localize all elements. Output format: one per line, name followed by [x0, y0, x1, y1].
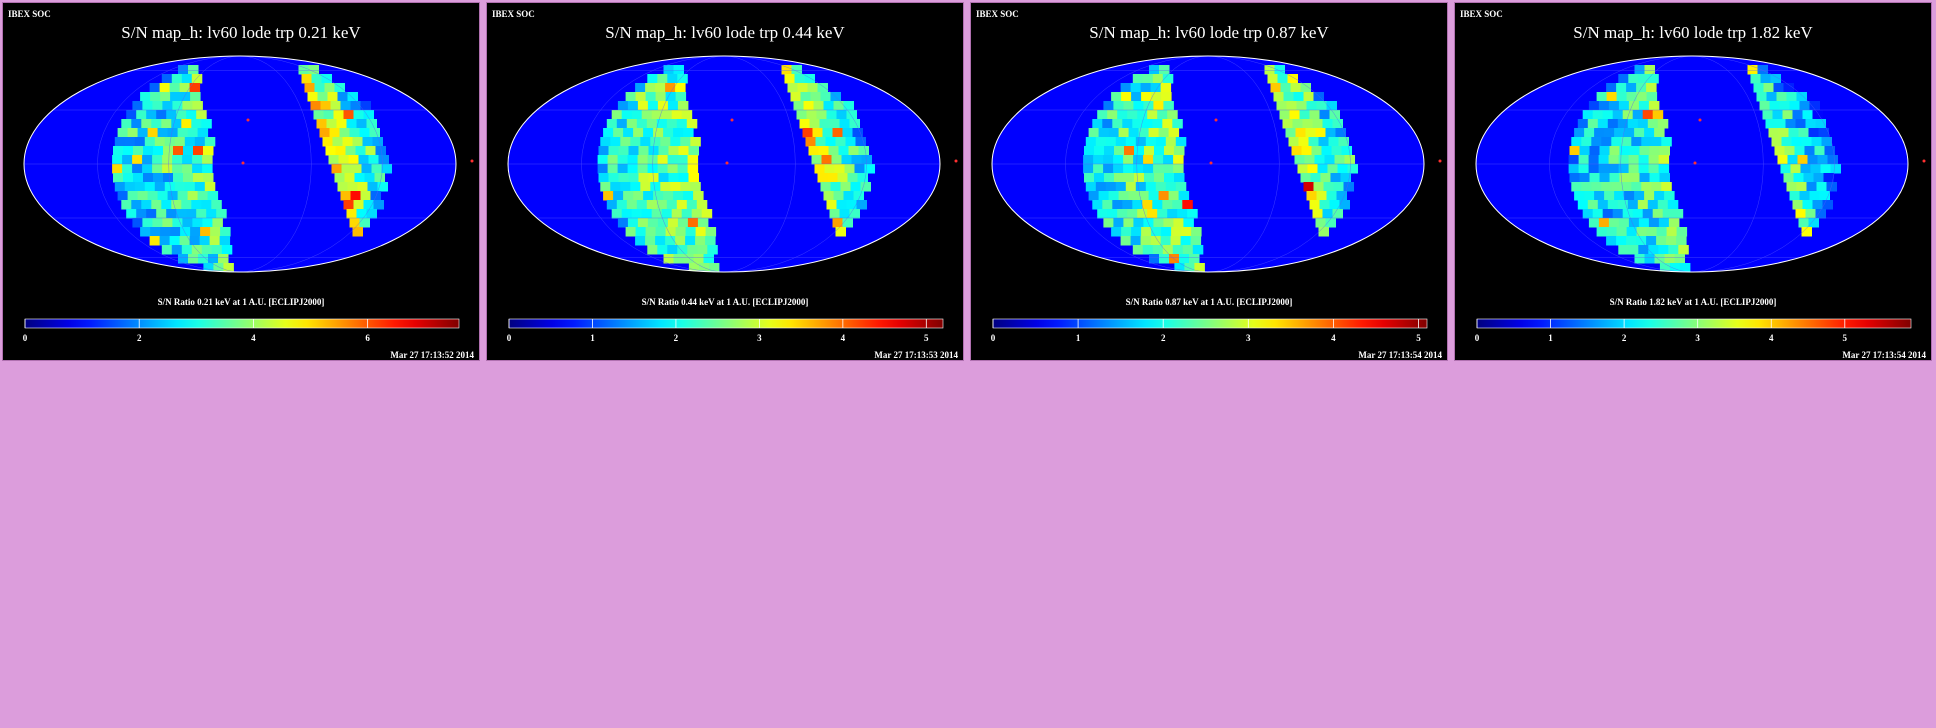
- marker-dot: [1214, 118, 1218, 122]
- map-caption: S/N Ratio 0.87 keV at 1 A.U. [ECLIPJ2000…: [1125, 297, 1293, 307]
- colorbar-tick-label: 0: [23, 333, 28, 343]
- colorbar: 0 1 2 3 4 5: [991, 318, 1428, 343]
- colorbar-tick: 4: [251, 319, 256, 343]
- map-panel-0.44kev: IBEX SOC S/N map_h: lv60 lode trp 0.44 k…: [486, 2, 964, 361]
- marker-dot: [1438, 159, 1442, 163]
- colorbar-tick-label: 5: [924, 333, 929, 343]
- colorbar-tick: 4: [1769, 319, 1774, 343]
- sky-map: [23, 55, 474, 273]
- marker-dot: [470, 159, 474, 163]
- sky-pixels: [597, 65, 875, 272]
- colorbar-tick: 1: [1548, 319, 1553, 343]
- map-caption: S/N Ratio 0.44 keV at 1 A.U. [ECLIPJ2000…: [641, 297, 809, 307]
- colorbar-tick-label: 1: [590, 333, 595, 343]
- colorbar-gradient: [24, 318, 460, 329]
- colorbar-tick: 2: [1622, 319, 1627, 343]
- colorbar-tick: 0: [991, 319, 996, 343]
- sky-pixels: [1568, 65, 1841, 272]
- panel-title: S/N map_h: lv60 lode trp 1.82 keV: [1573, 23, 1813, 42]
- map-panel-1.82kev: IBEX SOC S/N map_h: lv60 lode trp 1.82 k…: [1454, 2, 1932, 361]
- colorbar-tick-label: 2: [1622, 333, 1627, 343]
- map-panel-0.21kev: IBEX SOC S/N map_h: lv60 lode trp 0.21 k…: [2, 2, 480, 361]
- colorbar-tick: 1: [1076, 319, 1081, 343]
- colorbar-tick: 4: [841, 319, 846, 343]
- map-caption: S/N Ratio 1.82 keV at 1 A.U. [ECLIPJ2000…: [1609, 297, 1777, 307]
- marker-dot: [725, 161, 729, 165]
- colorbar-gradient: [508, 318, 944, 329]
- colorbar-tick-label: 5: [1843, 333, 1848, 343]
- credit-label: IBEX SOC: [8, 9, 51, 19]
- colorbar-tick-label: 2: [674, 333, 679, 343]
- panel-title: S/N map_h: lv60 lode trp 0.87 keV: [1089, 23, 1329, 42]
- colorbar-tick-label: 0: [1475, 333, 1480, 343]
- credit-label: IBEX SOC: [1460, 9, 1503, 19]
- colorbar-tick: 3: [757, 319, 762, 343]
- map-panel-0.87kev: IBEX SOC S/N map_h: lv60 lode trp 0.87 k…: [970, 2, 1448, 361]
- map-outline: [1475, 55, 1909, 273]
- map-caption: S/N Ratio 0.21 keV at 1 A.U. [ECLIPJ2000…: [157, 297, 325, 307]
- colorbar-tick-label: 3: [1246, 333, 1251, 343]
- colorbar-gradient: [1476, 318, 1912, 329]
- colorbar-tick: 3: [1246, 319, 1251, 343]
- colorbar-tick: 5: [1843, 319, 1848, 343]
- marker-dot: [246, 118, 250, 122]
- colorbar-tick: 2: [137, 319, 142, 343]
- timestamp: Mar 27 17:13:54 2014: [1358, 350, 1442, 360]
- sky-map: [1475, 55, 1926, 273]
- colorbar-tick: 5: [1416, 319, 1421, 343]
- colorbar-tick-label: 4: [1331, 333, 1336, 343]
- credit-label: IBEX SOC: [976, 9, 1019, 19]
- colorbar-tick: 4: [1331, 319, 1336, 343]
- colorbar-tick-label: 1: [1548, 333, 1553, 343]
- colorbar-tick-label: 5: [1416, 333, 1421, 343]
- map-outline: [507, 55, 941, 273]
- map-outline: [991, 55, 1425, 273]
- colorbar-tick: 0: [507, 319, 512, 343]
- colorbar-tick-label: 3: [1695, 333, 1700, 343]
- marker-dot: [954, 159, 958, 163]
- colorbar-tick: 3: [1695, 319, 1700, 343]
- sky-map: [507, 55, 958, 273]
- credit-label: IBEX SOC: [492, 9, 535, 19]
- colorbar-tick-label: 4: [841, 333, 846, 343]
- marker-dot: [241, 161, 245, 165]
- timestamp: Mar 27 17:13:52 2014: [390, 350, 474, 360]
- marker-dot: [1693, 161, 1697, 165]
- colorbar-tick: 1: [590, 319, 595, 343]
- colorbar-tick-label: 0: [991, 333, 996, 343]
- panel-title: S/N map_h: lv60 lode trp 0.44 keV: [605, 23, 845, 42]
- timestamp: Mar 27 17:13:54 2014: [1842, 350, 1926, 360]
- colorbar-tick-label: 6: [365, 333, 370, 343]
- colorbar-tick-label: 0: [507, 333, 512, 343]
- colorbar-tick: 2: [674, 319, 679, 343]
- colorbar-tick-label: 4: [1769, 333, 1774, 343]
- panel-title: S/N map_h: lv60 lode trp 0.21 keV: [121, 23, 361, 42]
- sky-map: [991, 55, 1442, 273]
- colorbar-tick: 6: [365, 319, 370, 343]
- graticule: [992, 55, 1424, 273]
- marker-dot: [730, 118, 734, 122]
- marker-dot: [1922, 159, 1926, 163]
- colorbar: 0 1 2 3 4 5: [507, 318, 944, 343]
- colorbar-tick-label: 1: [1076, 333, 1081, 343]
- colorbar: 0 1 2 3 4 5: [1475, 318, 1912, 343]
- colorbar-tick-label: 3: [757, 333, 762, 343]
- sky-pixels: [1083, 65, 1358, 272]
- colorbar-tick: 0: [23, 319, 28, 343]
- marker-dot: [1209, 161, 1213, 165]
- map-outline: [23, 55, 457, 273]
- colorbar-tick-label: 4: [251, 333, 256, 343]
- colorbar: 0 2 4 6: [23, 318, 460, 343]
- colorbar-tick: 5: [924, 319, 929, 343]
- colorbar-tick-label: 2: [1161, 333, 1166, 343]
- sky-pixels: [112, 65, 392, 272]
- colorbar-gradient: [992, 318, 1428, 329]
- colorbar-tick: 0: [1475, 319, 1480, 343]
- marker-dot: [1698, 118, 1702, 122]
- colorbar-tick-label: 2: [137, 333, 142, 343]
- colorbar-tick: 2: [1161, 319, 1166, 343]
- timestamp: Mar 27 17:13:53 2014: [874, 350, 958, 360]
